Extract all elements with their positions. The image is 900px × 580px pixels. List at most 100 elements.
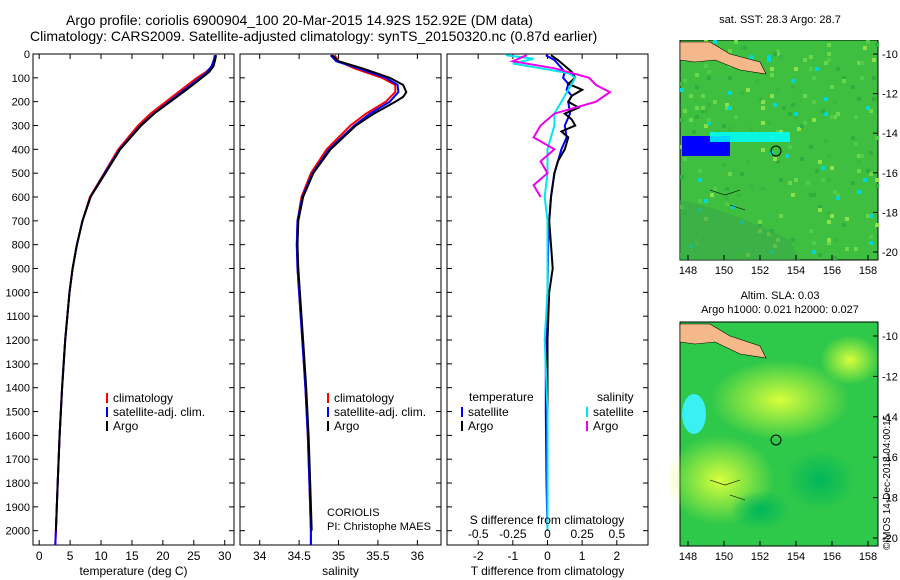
sst-pixel [770, 73, 774, 77]
s-tick-label: 0.5 [608, 527, 625, 541]
sst-pixel [746, 88, 750, 92]
sst-pixel [827, 43, 831, 47]
sst-pixel [704, 109, 708, 113]
sst-pixel [761, 100, 765, 104]
argo-location-marker [770, 145, 782, 157]
y-tick-label: 1600 [6, 430, 30, 442]
sst-pixel [725, 106, 729, 110]
x-tick-label: 34.5 [287, 549, 311, 563]
sst-pixel [869, 172, 873, 176]
sst-pixel [761, 106, 765, 110]
sst-pixel [770, 151, 774, 155]
series-line-argo [54, 55, 218, 531]
series-line-argo [296, 54, 408, 531]
sst-pixel [869, 214, 873, 218]
sla-map [670, 321, 880, 547]
sst-pixel [794, 115, 798, 119]
sst-pixel [749, 184, 753, 188]
sst-map [679, 40, 879, 261]
sst-pixel [818, 205, 822, 209]
s-tick-label: -0.25 [499, 527, 527, 541]
sst-pixel [821, 166, 825, 170]
sst-pixel [851, 181, 855, 185]
sst-pixel [857, 154, 861, 158]
sst-pixel [854, 142, 858, 146]
sst-pixel [836, 193, 840, 197]
sst-pixel [827, 211, 831, 215]
legend-label: climatology [113, 391, 173, 405]
sla-map-subtitle: Argo h1000: 0.021 h2000: 0.027 [701, 304, 859, 316]
salinity-panel: 34 34.5 35 35.5 36 salinity climatologysatelli… [239, 53, 442, 578]
sst-pixel [842, 76, 846, 80]
s-tick-label: 0.25 [570, 527, 594, 541]
sst-pixel [866, 106, 870, 110]
legend-label: satellite [593, 405, 634, 419]
sst-pixel [824, 139, 828, 143]
x-axis-label: salinity [322, 564, 359, 578]
sst-pixel [734, 115, 738, 119]
sst-pixel [842, 223, 846, 227]
sst-pixel [701, 94, 705, 98]
sst-pixel [749, 55, 753, 59]
sst-pixel [809, 193, 813, 197]
y-tick-label: 900 [12, 264, 30, 276]
sst-pixel [875, 136, 879, 140]
y-tick-label: 2000 [6, 526, 30, 538]
sst-pixel [803, 121, 807, 125]
y-tick-label: 300 [12, 121, 30, 133]
sst-pixel [857, 190, 861, 194]
sst-pixel [815, 67, 819, 71]
sst-pixel [812, 241, 816, 245]
sst-pixel [851, 136, 855, 140]
sst-pixel [704, 124, 708, 128]
sst-pixel [722, 163, 726, 167]
s-tick-label: -0.5 [468, 527, 489, 541]
map-lat-label: -18 [882, 207, 898, 219]
legend-label: satellite [468, 405, 509, 419]
map-lon-label: 156 [823, 551, 841, 563]
x-tick-label: -2 [473, 549, 484, 563]
sst-pixel [725, 103, 729, 107]
x-axis-top-label: S difference from climatology [470, 513, 625, 527]
map-lon-label: 148 [679, 551, 697, 563]
map-lon-label: 152 [751, 551, 769, 563]
x-tick-label: 36 [411, 549, 425, 563]
sst-pixel [827, 52, 831, 56]
sst-pixel [788, 181, 792, 185]
sst-pixel [833, 100, 837, 104]
legend-title-salinity: salinity [597, 390, 634, 404]
y-tick-label: 1300 [6, 359, 30, 371]
sst-pixel [758, 97, 762, 101]
legend-label: satellite-adj. clim. [334, 405, 426, 419]
sst-pixel [773, 157, 777, 161]
sst-pixel [758, 220, 762, 224]
map-lat-label: -10 [882, 331, 898, 343]
x-tick-label: 1 [579, 549, 586, 563]
map-lat-label: -20 [882, 533, 898, 545]
maps: -10 -12 -14 -16 -18 -20 148 150 152 154 156 158 -10 -… [670, 40, 898, 563]
legend-label: Argo [334, 419, 360, 433]
sst-pixel [860, 154, 864, 158]
sst-pixel [866, 40, 870, 44]
sst-pixel [833, 256, 837, 260]
sst-pixel [830, 214, 834, 218]
header-line-2: Climatology: CARS2009. Satellite-adjuste… [30, 28, 598, 44]
sst-pixel [809, 67, 813, 71]
sst-pixel [776, 88, 780, 92]
sst-pixel [746, 160, 750, 164]
sst-pixel [836, 112, 840, 116]
map-lon-label: 158 [859, 265, 877, 277]
sst-pixel [683, 79, 687, 83]
y-tick-label: 800 [12, 240, 30, 252]
sst-pixel [680, 88, 684, 92]
x-tick-label: 0 [544, 549, 551, 563]
difference-panel: -2 -1 0 1 2T difference from climatology temp… [446, 53, 649, 578]
sst-pixel [740, 91, 744, 95]
sst-pixel [695, 106, 699, 110]
sst-pixel [845, 217, 849, 221]
sst-pixel [833, 238, 837, 242]
sst-pixel [857, 97, 861, 101]
sst-pixel [749, 127, 753, 131]
x-tick-label: 15 [125, 549, 139, 563]
y-tick-label: 500 [12, 168, 30, 180]
